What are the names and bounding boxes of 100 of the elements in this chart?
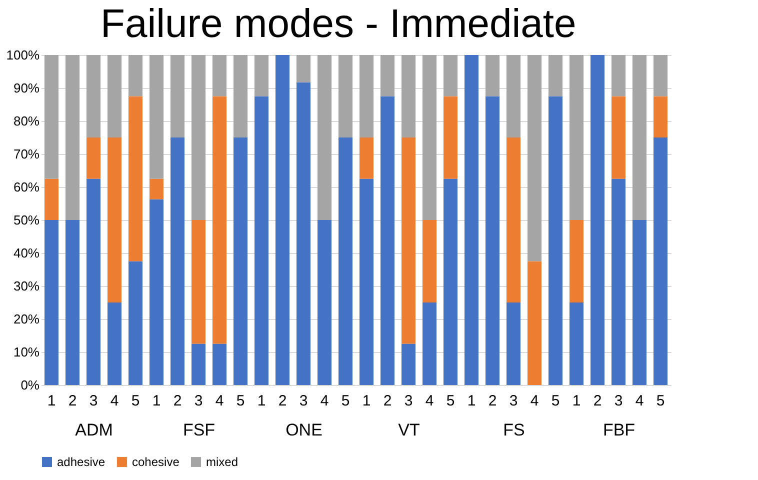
bar [170, 138, 184, 385]
x-tick-label: 2 [593, 392, 602, 410]
bar [44, 178, 58, 220]
y-tick-label: 100% [6, 48, 40, 62]
x-tick-label: 2 [488, 392, 497, 410]
x-tick-label: 4 [635, 392, 644, 410]
bar [444, 96, 458, 179]
x-tick-label: 3 [194, 392, 203, 410]
bar [380, 96, 394, 385]
x-tick-label: 5 [551, 392, 560, 410]
bar [128, 55, 142, 96]
bar [338, 55, 352, 138]
x-axis-title: ONE [286, 420, 322, 440]
bar [360, 138, 374, 179]
bar [108, 138, 122, 302]
y-tick-label: 60% [13, 180, 40, 194]
x-tick-label: 2 [173, 392, 182, 410]
x-tick-label: 5 [341, 392, 350, 410]
x-tick-label: 4 [110, 392, 119, 410]
bar [402, 344, 416, 385]
x-tick-label: 2 [383, 392, 392, 410]
bar [150, 199, 164, 385]
bar [506, 138, 520, 302]
bar [570, 220, 584, 302]
bar [632, 55, 646, 220]
x-tick-label: 3 [89, 392, 98, 410]
bar [276, 55, 290, 385]
bar [528, 55, 542, 262]
legend-label: cohesive [132, 455, 180, 469]
bar [128, 96, 142, 262]
x-axis-title: ADM [75, 420, 113, 440]
bar [86, 55, 100, 138]
x-axis-title: FBF [602, 420, 636, 440]
bar [654, 55, 668, 96]
bar [44, 55, 58, 179]
bar [108, 55, 122, 138]
bar [528, 261, 542, 385]
bar [654, 138, 668, 385]
bar [234, 138, 248, 385]
y-tick-label: 80% [13, 114, 40, 128]
x-tick-label: 3 [404, 392, 413, 410]
x-tick-label: 5 [131, 392, 140, 410]
x-tick-label: 4 [215, 392, 224, 410]
bar [296, 82, 310, 385]
x-tick-label: 1 [362, 392, 371, 410]
bar [86, 178, 100, 385]
x-axis-title: VT [398, 420, 420, 440]
bar [360, 55, 374, 138]
x-tick-label: 3 [509, 392, 518, 410]
x-tick-label: 2 [278, 392, 287, 410]
bar [192, 55, 206, 220]
bar [150, 55, 164, 179]
x-tick-label: 1 [572, 392, 581, 410]
x-tick-label: 1 [257, 392, 266, 410]
bar [422, 55, 436, 220]
legend-label: adhesive [57, 455, 106, 469]
bar [402, 138, 416, 344]
bar [318, 55, 332, 220]
bar [234, 55, 248, 138]
y-tick-label: 0% [20, 378, 40, 392]
text: Failure modes - Immediate [100, 2, 576, 46]
bar [444, 178, 458, 385]
x-tick-label: 1 [467, 392, 476, 410]
bar [632, 220, 646, 385]
x-axis-title: FSF [182, 420, 216, 440]
y-tick-label: 30% [13, 278, 40, 294]
bar [212, 344, 226, 385]
bar [570, 302, 584, 385]
bar [380, 55, 394, 96]
bar [212, 55, 226, 96]
y-tick-label: 10% [13, 344, 40, 360]
bar [128, 261, 142, 385]
x-tick-label: 4 [320, 392, 329, 410]
bar [296, 55, 310, 82]
bar [66, 55, 80, 220]
bar [548, 96, 562, 385]
bar [170, 55, 184, 138]
bar [44, 220, 58, 385]
bar [422, 302, 436, 385]
bar [422, 220, 436, 302]
bar [570, 55, 584, 220]
bar [192, 344, 206, 385]
bar [654, 96, 668, 138]
bar [212, 96, 226, 344]
y-tick-label: 70% [13, 146, 40, 162]
x-tick-label: 2 [68, 392, 77, 410]
bar [548, 55, 562, 96]
legend-label: mixed [206, 455, 238, 469]
bar [612, 178, 626, 385]
bar [402, 55, 416, 138]
x-tick-label: 3 [614, 392, 623, 410]
bar [360, 178, 374, 385]
y-tick-label: 20% [13, 312, 40, 326]
x-tick-label: 4 [425, 392, 434, 410]
bar [338, 138, 352, 385]
bar [318, 220, 332, 385]
y-tick-label: 50% [13, 212, 40, 228]
bar [150, 178, 164, 200]
bar [464, 55, 478, 385]
x-tick-label: 5 [446, 392, 455, 410]
